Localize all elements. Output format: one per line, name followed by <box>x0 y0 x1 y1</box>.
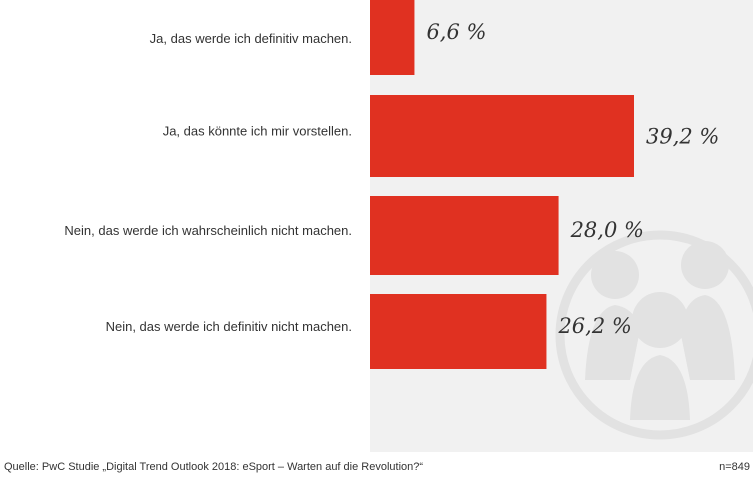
sample-size: n=849 <box>719 461 750 473</box>
bar <box>370 294 547 369</box>
category-label: Nein, das werde ich definitiv nicht mach… <box>106 319 352 334</box>
category-label: Nein, das werde ich wahrscheinlich nicht… <box>64 223 352 238</box>
value-label: 26,2 % <box>557 314 631 338</box>
watermark-icon <box>555 230 753 440</box>
value-label: 39,2 % <box>646 125 719 149</box>
value-label: 6,6 % <box>426 20 486 44</box>
bar <box>370 0 415 75</box>
watermark-people <box>585 241 735 420</box>
category-label: Ja, das könnte ich mir vorstellen. <box>163 123 352 138</box>
source-note: Quelle: PwC Studie „Digital Trend Outloo… <box>4 461 423 473</box>
bar <box>370 196 559 275</box>
category-label: Ja, das werde ich definitiv machen. <box>150 31 352 46</box>
value-label: 28,0 % <box>570 218 644 242</box>
bar <box>370 95 634 177</box>
